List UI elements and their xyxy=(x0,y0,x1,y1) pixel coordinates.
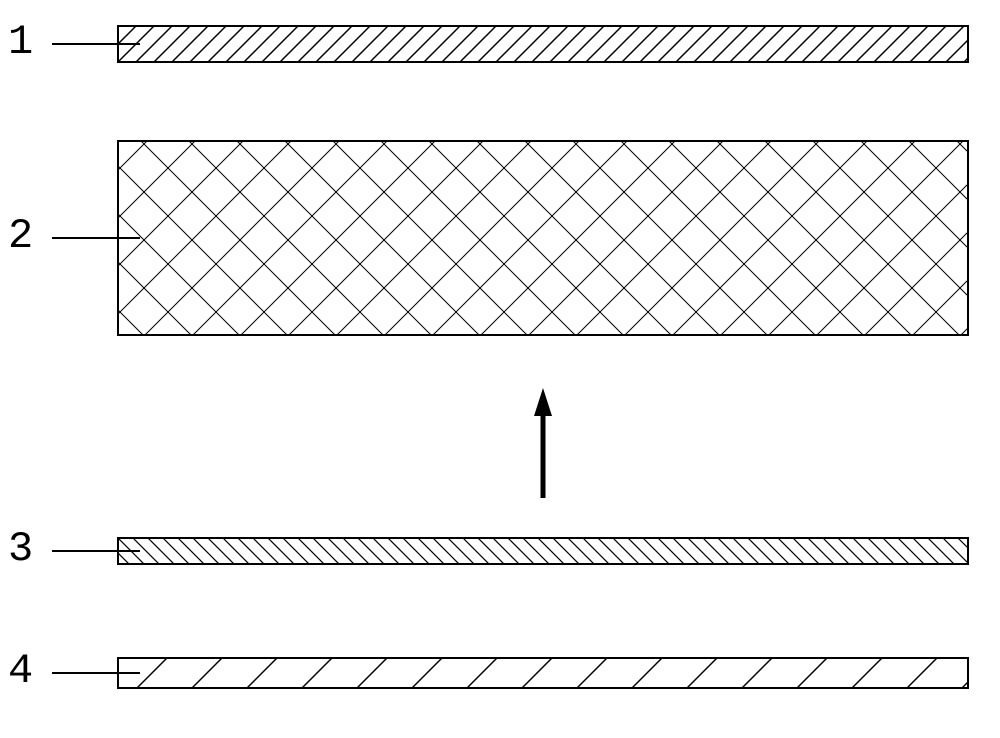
layer4-rect xyxy=(118,658,968,688)
label-4: 4 xyxy=(8,650,31,692)
label-1: 1 xyxy=(8,21,31,63)
label-2: 2 xyxy=(8,215,31,257)
layer3-rect xyxy=(118,538,968,564)
diagram-canvas xyxy=(0,0,1000,738)
layer2-rect xyxy=(118,141,968,335)
layer1-rect xyxy=(118,26,968,62)
label-3: 3 xyxy=(8,528,31,570)
arrow-head xyxy=(534,388,552,416)
